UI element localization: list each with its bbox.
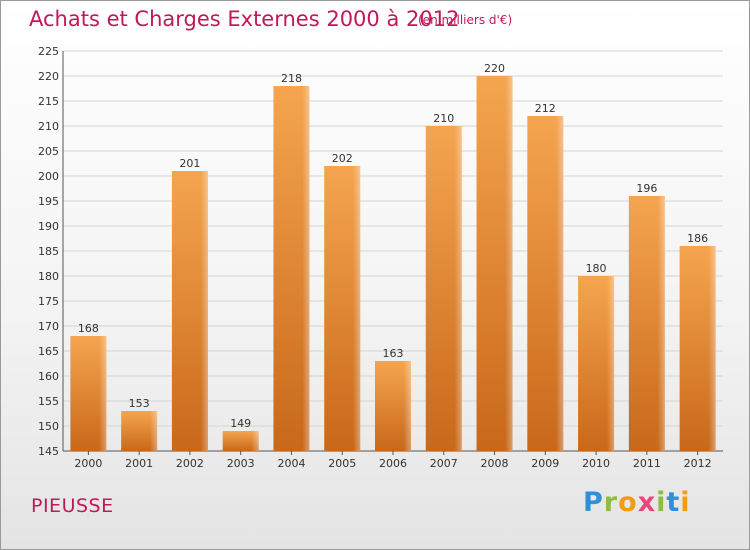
bar-highlight-2006	[375, 361, 411, 451]
value-label-2007: 210	[433, 112, 454, 125]
proxiti-logo: Proxiti	[583, 487, 691, 518]
y-tick-label-170: 170	[38, 320, 59, 333]
x-tick-label-2006: 2006	[379, 457, 407, 470]
bar-highlight-2005	[324, 166, 361, 451]
value-label-2009: 212	[535, 102, 556, 115]
x-tick-label-2011: 2011	[633, 457, 661, 470]
value-label-2010: 180	[586, 262, 607, 275]
x-tick-label-2009: 2009	[531, 457, 559, 470]
axes: 145 150 155 160 165 170 175 180 185 190 195 200 205 2…	[38, 45, 723, 470]
y-tick-label-215: 215	[38, 95, 59, 108]
x-tick-label-2007: 2007	[430, 457, 458, 470]
value-label-2011: 196	[636, 182, 657, 195]
y-tick-label-155: 155	[38, 395, 59, 408]
y-tick-label-150: 150	[38, 420, 59, 433]
bar-highlight-2009	[527, 116, 564, 451]
x-tick-label-2001: 2001	[125, 457, 153, 470]
bar-highlight-2002	[171, 171, 208, 451]
bar-highlight-2007	[425, 126, 462, 451]
bars	[70, 76, 716, 451]
value-label-2000: 168	[78, 322, 99, 335]
chart-unit: (en milliers d'€)	[418, 13, 513, 27]
y-tick-label-210: 210	[38, 120, 59, 133]
value-label-2002: 201	[179, 157, 200, 170]
bar-highlight-2010	[578, 276, 615, 451]
commune-name: PIEUSSE	[31, 495, 114, 517]
value-label-2006: 163	[383, 347, 404, 360]
value-label-2004: 218	[281, 72, 302, 85]
value-labels: 168 153 201 149 218 202 163 210 220 212 180 196 186	[78, 62, 708, 430]
bar-highlight-2012	[679, 246, 716, 451]
x-tick-label-2000: 2000	[74, 457, 102, 470]
x-tick-label-2008: 2008	[481, 457, 509, 470]
bar-highlight-2004	[273, 86, 310, 451]
value-label-2008: 220	[484, 62, 505, 75]
x-tick-label-2010: 2010	[582, 457, 610, 470]
bar-highlight-2008	[476, 76, 513, 451]
y-tick-label-175: 175	[38, 295, 59, 308]
value-label-2003: 149	[230, 417, 251, 430]
x-tick-label-2002: 2002	[176, 457, 204, 470]
chart-title: Achats et Charges Externes 2000 à 2012	[29, 7, 460, 31]
y-tick-label-185: 185	[38, 245, 59, 258]
x-tick-label-2005: 2005	[328, 457, 356, 470]
bar-highlight-2001	[121, 411, 158, 451]
y-tick-label-165: 165	[38, 345, 59, 358]
value-label-2001: 153	[129, 397, 150, 410]
x-tick-label-2012: 2012	[684, 457, 712, 470]
y-tick-label-195: 195	[38, 195, 59, 208]
y-tick-label-160: 160	[38, 370, 59, 383]
y-tick-label-180: 180	[38, 270, 59, 283]
x-tick-label-2004: 2004	[277, 457, 305, 470]
value-label-2012: 186	[687, 232, 708, 245]
y-tick-label-205: 205	[38, 145, 59, 158]
bar-highlight-2000	[70, 336, 107, 451]
y-tick-label-145: 145	[38, 445, 59, 458]
y-tick-label-220: 220	[38, 70, 59, 83]
bar-highlight-2011	[628, 196, 665, 451]
y-tick-label-200: 200	[38, 170, 59, 183]
value-label-2005: 202	[332, 152, 353, 165]
bar-highlight-2003	[222, 431, 259, 451]
y-tick-label-190: 190	[38, 220, 59, 233]
x-tick-label-2003: 2003	[227, 457, 255, 470]
y-tick-label-225: 225	[38, 45, 59, 58]
